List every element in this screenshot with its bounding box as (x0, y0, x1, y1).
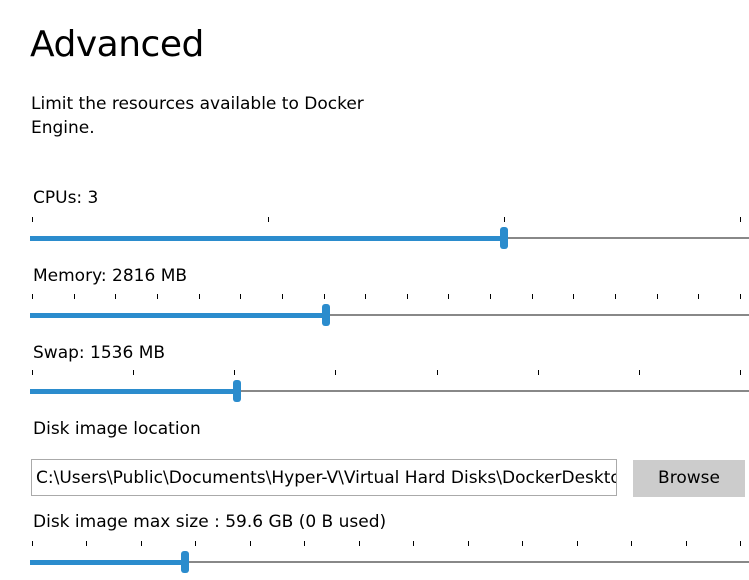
slider-tick (365, 294, 367, 299)
cpus-slider[interactable] (30, 217, 749, 253)
slider-tick (631, 541, 633, 546)
slider-tick (133, 370, 135, 375)
slider-tick (32, 217, 33, 222)
slider-tick (234, 370, 236, 375)
slider-thumb[interactable] (500, 227, 509, 249)
slider-tick (413, 541, 415, 546)
disk-location-input[interactable]: C:\Users\Public\Documents\Hyper-V\Virtua… (31, 459, 617, 496)
slider-tick (740, 217, 741, 222)
slider-tick (335, 370, 337, 375)
slider-tick (573, 294, 575, 299)
browse-button[interactable]: Browse (633, 460, 745, 497)
slider-tick (638, 370, 640, 375)
slider-tick (467, 541, 469, 546)
slider-tick (249, 541, 251, 546)
slider-tick (576, 541, 578, 546)
slider-tick (740, 541, 741, 546)
slider-tick (268, 217, 269, 222)
slider-thumb[interactable] (233, 380, 242, 402)
memory-label: Memory: 2816 MB (33, 266, 188, 286)
slider-tick (115, 294, 117, 299)
disk-size-label: Disk image max size : 59.6 GB (0 B used) (33, 512, 387, 532)
slider-fill (30, 236, 505, 241)
memory-slider[interactable] (30, 294, 749, 330)
slider-tick (406, 294, 408, 299)
slider-tick (73, 294, 75, 299)
slider-tick (358, 541, 360, 546)
slider-thumb[interactable] (180, 551, 189, 573)
slider-fill (30, 560, 185, 565)
disk-location-label: Disk image location (33, 419, 201, 439)
slider-fill (30, 389, 238, 394)
slider-track[interactable] (30, 561, 749, 563)
slider-tick (304, 541, 306, 546)
slider-tick (436, 370, 438, 375)
slider-tick (156, 294, 158, 299)
slider-track[interactable] (30, 390, 749, 392)
slider-tick (490, 294, 492, 299)
slider-fill (30, 313, 326, 318)
slider-tick (685, 541, 687, 546)
slider-tick (140, 541, 142, 546)
slider-tick (32, 294, 33, 299)
slider-tick (198, 294, 200, 299)
slider-tick (698, 294, 700, 299)
swap-slider[interactable] (30, 370, 749, 406)
slider-tick (522, 541, 524, 546)
cpus-label: CPUs: 3 (33, 188, 99, 208)
swap-label: Swap: 1536 MB (33, 343, 166, 363)
slider-tick (656, 294, 658, 299)
slider-tick (195, 541, 197, 546)
slider-tick (615, 294, 617, 299)
slider-tick (86, 541, 88, 546)
slider-tick (537, 370, 539, 375)
slider-tick (32, 541, 33, 546)
slider-tick (740, 370, 741, 375)
slider-track[interactable] (30, 314, 749, 316)
slider-tick (323, 294, 325, 299)
slider-tick (504, 217, 505, 222)
slider-tick (531, 294, 533, 299)
page-title: Advanced (30, 24, 204, 65)
slider-thumb[interactable] (321, 304, 330, 326)
disk-size-slider[interactable] (30, 541, 749, 577)
slider-tick (448, 294, 450, 299)
slider-tick (740, 294, 741, 299)
slider-tick (281, 294, 283, 299)
slider-tick (240, 294, 242, 299)
page-description: Limit the resources available to Docker … (31, 94, 364, 138)
slider-tick (32, 370, 33, 375)
